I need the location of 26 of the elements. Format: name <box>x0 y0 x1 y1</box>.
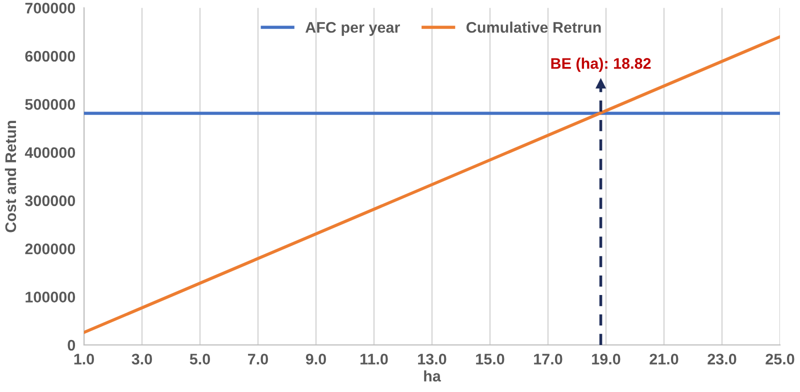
x-tick-label: 1.0 <box>74 354 94 365</box>
y-tick-label: 300000 <box>25 195 76 206</box>
x-axis-title: ha <box>424 370 442 382</box>
legend-label: Cumulative Retrun <box>466 22 601 33</box>
y-tick-label: 500000 <box>25 99 76 110</box>
x-tick-label: 25.0 <box>766 354 794 365</box>
x-tick-label: 17.0 <box>534 354 562 365</box>
x-tick-label: 15.0 <box>476 354 504 365</box>
y-tick-label: 200000 <box>25 244 76 254</box>
x-tick-label: 7.0 <box>248 354 268 365</box>
x-tick-label: 13.0 <box>418 354 446 365</box>
x-tick-label: 9.0 <box>306 354 326 365</box>
y-tick-label: 400000 <box>24 147 76 158</box>
x-tick-label: 3.0 <box>132 354 152 365</box>
y-tick-label: 700000 <box>25 2 76 14</box>
y-axis-title: Cost and Retun <box>4 120 16 232</box>
legend-label: AFC per year <box>305 22 400 36</box>
x-tick-label: 23.0 <box>708 354 736 365</box>
y-tick-label: 600000 <box>25 50 76 62</box>
x-tick-label: 11.0 <box>360 354 388 365</box>
x-tick-label: 19.0 <box>592 354 620 365</box>
y-tick-label: 100000 <box>26 292 76 302</box>
y-tick-label: 0 <box>68 340 76 351</box>
x-tick-label: 21.0 <box>650 354 678 365</box>
x-tick-label: 5.0 <box>190 354 210 365</box>
ref-line-label: BE (ha): 18.82 <box>551 58 651 72</box>
